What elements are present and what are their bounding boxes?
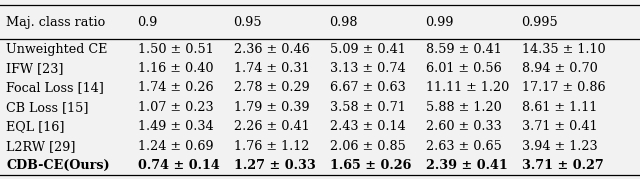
Text: 0.9: 0.9 [138, 16, 158, 29]
Text: Maj. class ratio: Maj. class ratio [6, 16, 106, 29]
Text: 2.63 ± 0.65: 2.63 ± 0.65 [426, 140, 502, 153]
Text: CDB-CE(Ours): CDB-CE(Ours) [6, 159, 110, 172]
Text: 1.07 ± 0.23: 1.07 ± 0.23 [138, 101, 213, 114]
Text: 1.24 ± 0.69: 1.24 ± 0.69 [138, 140, 213, 153]
Text: 1.76 ± 1.12: 1.76 ± 1.12 [234, 140, 309, 153]
Text: Focal Loss [14]: Focal Loss [14] [6, 81, 104, 95]
Text: 1.74 ± 0.26: 1.74 ± 0.26 [138, 81, 213, 95]
Text: 3.58 ± 0.71: 3.58 ± 0.71 [330, 101, 405, 114]
Text: 0.74 ± 0.14: 0.74 ± 0.14 [138, 159, 220, 172]
Text: 8.59 ± 0.41: 8.59 ± 0.41 [426, 43, 501, 56]
Text: 2.60 ± 0.33: 2.60 ± 0.33 [426, 120, 501, 133]
Text: 2.26 ± 0.41: 2.26 ± 0.41 [234, 120, 309, 133]
Text: 1.79 ± 0.39: 1.79 ± 0.39 [234, 101, 309, 114]
Text: 1.27 ± 0.33: 1.27 ± 0.33 [234, 159, 316, 172]
Text: 8.61 ± 1.11: 8.61 ± 1.11 [522, 101, 597, 114]
Text: 2.36 ± 0.46: 2.36 ± 0.46 [234, 43, 309, 56]
Text: 2.43 ± 0.14: 2.43 ± 0.14 [330, 120, 405, 133]
Text: 2.39 ± 0.41: 2.39 ± 0.41 [426, 159, 508, 172]
Text: 3.71 ± 0.41: 3.71 ± 0.41 [522, 120, 597, 133]
Text: CB Loss [15]: CB Loss [15] [6, 101, 89, 114]
Text: 0.99: 0.99 [426, 16, 454, 29]
Text: 1.50 ± 0.51: 1.50 ± 0.51 [138, 43, 213, 56]
Text: 6.01 ± 0.56: 6.01 ± 0.56 [426, 62, 501, 75]
Text: L2RW [29]: L2RW [29] [6, 140, 76, 153]
Text: 14.35 ± 1.10: 14.35 ± 1.10 [522, 43, 605, 56]
Text: EQL [16]: EQL [16] [6, 120, 65, 133]
Text: 5.88 ± 1.20: 5.88 ± 1.20 [426, 101, 501, 114]
Text: 1.74 ± 0.31: 1.74 ± 0.31 [234, 62, 309, 75]
Text: 0.95: 0.95 [234, 16, 262, 29]
Text: Unweighted CE: Unweighted CE [6, 43, 108, 56]
Text: 2.78 ± 0.29: 2.78 ± 0.29 [234, 81, 309, 95]
Text: 1.65 ± 0.26: 1.65 ± 0.26 [330, 159, 411, 172]
Text: 3.13 ± 0.74: 3.13 ± 0.74 [330, 62, 405, 75]
Text: 8.94 ± 0.70: 8.94 ± 0.70 [522, 62, 597, 75]
Text: 0.98: 0.98 [330, 16, 358, 29]
Text: 11.11 ± 1.20: 11.11 ± 1.20 [426, 81, 509, 95]
Text: 17.17 ± 0.86: 17.17 ± 0.86 [522, 81, 605, 95]
Text: 5.09 ± 0.41: 5.09 ± 0.41 [330, 43, 405, 56]
Text: 1.16 ± 0.40: 1.16 ± 0.40 [138, 62, 213, 75]
Text: 3.94 ± 1.23: 3.94 ± 1.23 [522, 140, 597, 153]
Text: 1.49 ± 0.34: 1.49 ± 0.34 [138, 120, 213, 133]
Text: 2.06 ± 0.85: 2.06 ± 0.85 [330, 140, 406, 153]
Text: 0.995: 0.995 [522, 16, 558, 29]
Text: 6.67 ± 0.63: 6.67 ± 0.63 [330, 81, 405, 95]
Text: IFW [23]: IFW [23] [6, 62, 64, 75]
Text: 3.71 ± 0.27: 3.71 ± 0.27 [522, 159, 604, 172]
